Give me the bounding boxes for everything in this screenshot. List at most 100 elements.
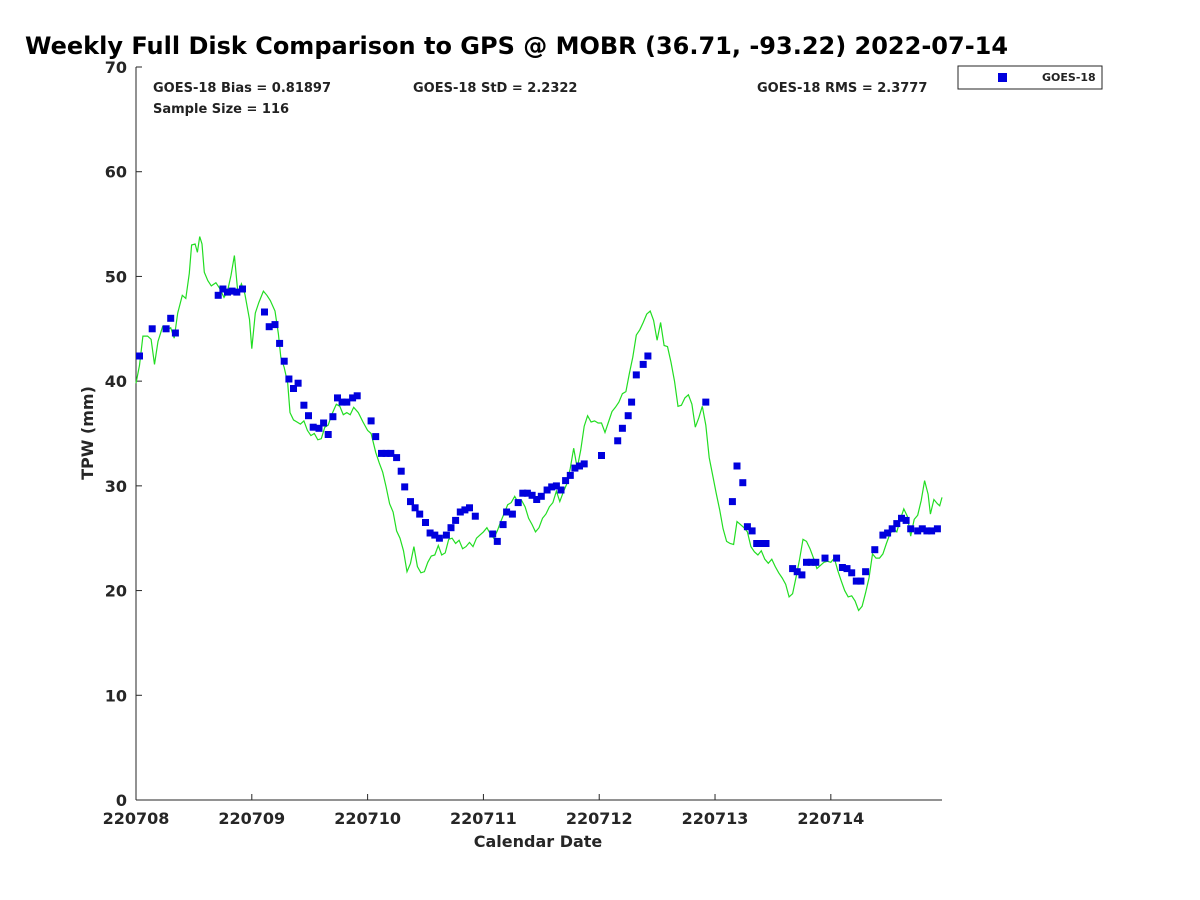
goes18-point <box>334 394 341 402</box>
bias-stat: GOES-18 Bias = 0.81897 <box>153 81 331 96</box>
goes18-point <box>426 529 434 537</box>
legend-label-goes18: GOES-18 <box>1042 71 1096 84</box>
goes18-point <box>833 554 841 562</box>
goes18-point <box>171 329 179 337</box>
goes18-point <box>514 499 522 507</box>
goes18-point <box>447 524 455 532</box>
goes18-point <box>233 288 241 296</box>
goes18-point <box>372 433 380 441</box>
goes18-point <box>461 506 469 514</box>
goes18-point <box>628 398 636 406</box>
goes18-point <box>871 546 879 554</box>
goes18-point <box>702 398 710 406</box>
goes18-point <box>382 449 390 457</box>
goes18-point <box>343 398 351 406</box>
goes18-point <box>562 477 570 485</box>
goes18-point <box>162 325 170 333</box>
goes18-point <box>914 527 922 535</box>
y-tick-label: 20 <box>105 582 127 601</box>
goes18-point <box>503 508 511 516</box>
goes18-point <box>416 510 424 518</box>
goes18-point <box>294 379 302 387</box>
goes18-point <box>838 564 846 571</box>
goes18-point <box>519 489 527 497</box>
goes18-point <box>728 498 736 506</box>
goes18-point <box>857 577 865 585</box>
goes18-point <box>644 352 652 360</box>
goes18-point <box>329 413 337 421</box>
goes18-point <box>523 489 531 497</box>
goes18-point <box>228 287 236 295</box>
goes18-point <box>798 571 806 579</box>
goes18-point <box>367 417 375 425</box>
goes18-point <box>508 510 516 518</box>
goes18-point <box>789 565 797 573</box>
goes18-point <box>848 569 856 577</box>
x-tick-label: 220714 <box>797 809 864 828</box>
rms-stat: GOES-18 RMS = 2.3777 <box>757 81 927 96</box>
goes18-point <box>493 537 501 545</box>
goes18-point <box>557 486 565 494</box>
goes18-point <box>214 291 222 299</box>
goes18-point <box>571 464 579 472</box>
goes18-point <box>918 525 926 533</box>
y-tick-label: 40 <box>105 372 127 391</box>
goes18-point <box>807 558 815 566</box>
x-tick-label: 220712 <box>566 809 633 828</box>
goes18-point <box>489 530 497 538</box>
goes18-point <box>533 496 541 503</box>
y-axis-label: TPW (mm) <box>78 386 97 480</box>
goes18-point <box>933 525 941 533</box>
goes18-point <box>442 531 450 539</box>
goes18-point <box>224 288 231 296</box>
goes18-point <box>353 392 361 400</box>
goes18-point <box>401 483 409 491</box>
goes18-point <box>632 371 640 379</box>
goes18-point <box>753 540 761 547</box>
goes18-point <box>862 568 870 576</box>
goes18-point <box>566 471 574 479</box>
goes18-point <box>466 504 473 512</box>
y-tick-label: 0 <box>116 791 127 810</box>
chart-title: Weekly Full Disk Comparison to GPS @ MOB… <box>25 32 1008 60</box>
goes18-point <box>543 486 551 494</box>
goes18-point <box>733 462 741 470</box>
goes18-point <box>548 483 556 491</box>
plot-area <box>135 236 943 612</box>
goes18-point <box>923 527 931 535</box>
goes18-point <box>739 479 747 487</box>
x-tick-label: 220708 <box>103 809 170 828</box>
goes18-point <box>821 554 829 562</box>
goes18-point <box>315 424 323 432</box>
goes18-point <box>928 527 936 535</box>
y-tick-label: 30 <box>105 477 127 496</box>
goes18-point <box>748 527 756 535</box>
goes18-point <box>893 520 901 528</box>
x-tick-label: 220711 <box>450 809 517 828</box>
goes18-point <box>803 558 810 566</box>
std-stat: GOES-18 StD = 2.2322 <box>413 81 577 96</box>
goes18-point <box>902 516 910 524</box>
x-ticks: 220708 220709 220710 220711 220712 220713 2207… <box>103 794 864 828</box>
goes18-point <box>843 565 851 573</box>
axes <box>135 67 942 801</box>
goes18-point <box>324 431 332 438</box>
goes18-point <box>618 424 626 432</box>
goes18-point <box>456 508 464 516</box>
goes18-point <box>148 325 156 333</box>
goes18-point <box>762 540 770 547</box>
goes18-point <box>276 339 284 347</box>
goes18-point <box>471 512 479 520</box>
goes18-point <box>378 449 385 457</box>
goes18-point <box>528 491 536 499</box>
goes18-point <box>219 285 227 293</box>
goes18-point <box>422 519 429 526</box>
goes18-point <box>261 308 268 316</box>
goes18-point <box>239 285 246 293</box>
legend-box <box>957 65 1103 90</box>
x-axis-label: Calendar Date <box>474 832 603 851</box>
goes18-point <box>598 452 605 459</box>
y-tick-label: 60 <box>105 163 127 182</box>
